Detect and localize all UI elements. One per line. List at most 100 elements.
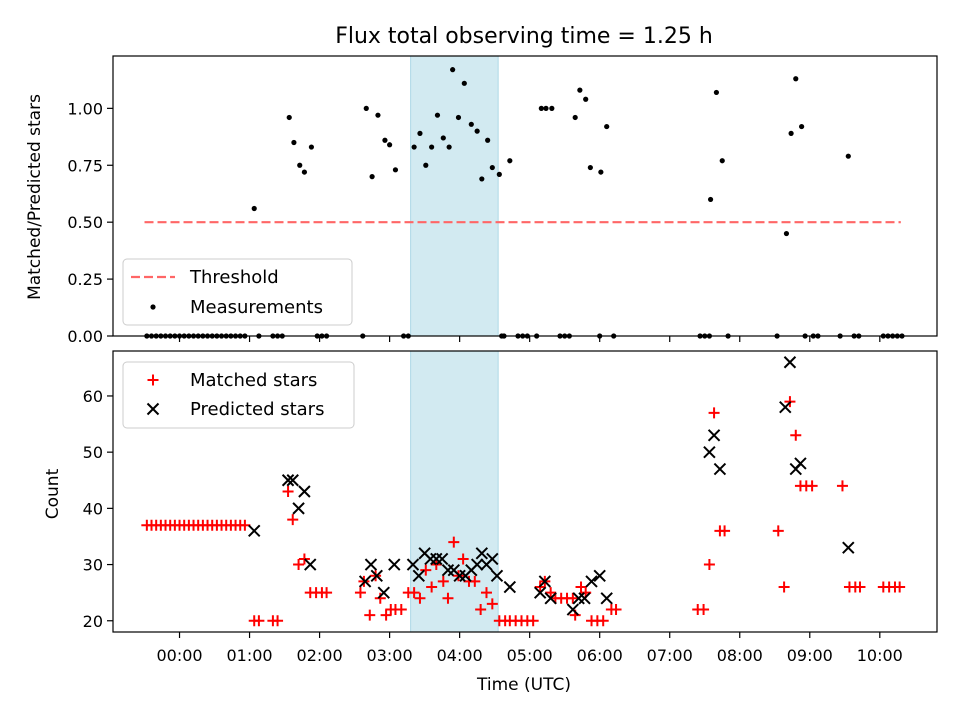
measurement-point [788,130,794,136]
matched-star-point [708,407,720,419]
matched-star-point [457,553,469,565]
predicted-star-point [707,429,721,442]
predicted-legend-label: Predicted stars [190,399,324,420]
matched-star-point [321,587,333,599]
measurements-legend-swatch [150,304,156,310]
predicted-star-point [585,575,598,588]
matched-star-point [239,519,251,531]
bottom-y-axis-label: Count [43,468,63,519]
predicted-star-point [424,552,437,566]
matched-star-point [364,609,376,621]
matched-star-point [408,587,420,599]
measurement-point [707,196,714,203]
predicted-star-point [533,586,547,599]
measurement-point [543,105,549,111]
matched-star-point [469,575,481,587]
measurement-point [392,167,399,173]
matched-star-point [836,480,848,492]
matched-star-point [545,587,557,599]
top-legend-box [122,258,353,326]
matched-star-point [575,581,587,593]
x-tick-label: 02:00 [297,646,343,665]
measurement-point [411,144,417,150]
matched-star-point [527,615,539,627]
matched-star-point [772,525,784,537]
bottom-y-tick-label: 60 [83,387,103,406]
predicted-star-point [304,558,317,571]
bottom-highlight-span [410,350,499,633]
measurement-point [450,67,456,73]
top-y-tick-label: 0.25 [67,270,103,289]
x-tick-label: 08:00 [717,646,763,665]
top-plot-frame [112,55,938,337]
matched-star-point [374,592,386,604]
matched-star-point [894,581,906,593]
measurement-point [417,130,423,136]
predicted-star-point [248,524,261,538]
bottom-y-tick-label: 50 [83,443,103,462]
x-tick-label: 09:00 [787,646,833,665]
predicted-star-point [470,558,484,571]
measurement-point [429,144,435,150]
matched-star-point [790,429,802,441]
matched-star-point [806,480,818,492]
x-tick-label: 10:00 [857,646,903,665]
matched-star-point [420,564,432,576]
measurement-point [793,76,799,82]
top-y-tick-label: 0.00 [67,327,103,346]
predicted-star-point [842,541,855,554]
measurement-point [382,137,388,143]
top-y-tick-label: 0.50 [67,213,103,232]
matched-star-point [293,559,305,571]
predicted-star-point [600,592,613,605]
measurement-point [489,164,495,171]
measurement-point [604,123,610,130]
top-highlight-span [410,55,499,337]
predicted-star-point [779,400,792,414]
matched-star-point [475,604,487,616]
measurement-point [387,142,393,148]
predicted-star-point [783,356,797,369]
predicted-star-point [292,502,305,515]
predicted-star-point [503,580,517,594]
matched-star-point [287,514,299,526]
predicted-star-point [358,575,372,588]
measurement-point [549,105,555,111]
matched-star-point [253,615,265,627]
predicted-star-point [703,445,716,459]
x-tick-label: 06:00 [577,646,623,665]
measurement-point [538,105,544,111]
predicted-star-point [364,558,378,571]
measurement-point [423,162,429,168]
bottom-legend: Matched stars Predicted stars [122,361,355,429]
predicted-star-point [370,569,383,583]
chart-title: Flux total observing time = 1.25 h [335,24,713,49]
top-y-tick-label: 1.00 [67,99,103,118]
matched-star-point [610,604,622,616]
matched-star-point [480,587,492,599]
measurement-point [485,137,491,143]
bottom-panel: 20 30 40 50 60 00:00 01:00 02:00 03:00 04:00 05:00… [83,350,938,665]
measurement-point [440,135,446,141]
measurement-point [434,112,441,118]
measurement-point [363,105,369,111]
predicted-star-point [377,586,390,599]
predicted-star-point [544,592,557,605]
predicted-star-point [435,552,449,566]
predicted-star-point [578,592,591,605]
measurement-point [598,169,604,175]
matched-star-point [778,581,790,593]
predicted-star-point [538,575,552,588]
matched-star-point [442,592,454,604]
predicted-star-point [794,457,807,470]
predicted-star-point [388,558,401,571]
matched-star-point [854,581,866,593]
measurement-point [799,123,805,130]
predicted-star-point [281,474,295,487]
predicted-star-point [406,558,420,571]
matched-star-point [272,615,284,627]
measurement-point [375,112,381,118]
matched-legend-swatch [147,374,159,386]
predicted-star-point [430,552,443,566]
